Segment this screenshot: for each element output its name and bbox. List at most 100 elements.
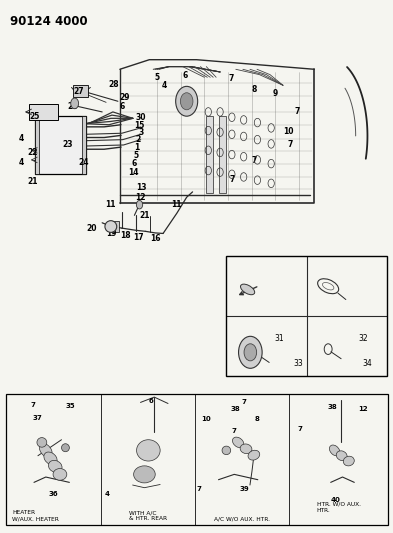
Text: 32: 32 (359, 334, 368, 343)
Text: 10: 10 (284, 127, 294, 136)
Ellipse shape (61, 443, 70, 452)
Text: 4: 4 (18, 158, 24, 167)
Text: 37: 37 (33, 415, 42, 422)
Text: 4: 4 (18, 134, 24, 143)
Text: 28: 28 (108, 80, 119, 88)
Bar (35, 116, 39, 174)
Text: 11: 11 (172, 200, 182, 208)
Bar (219, 116, 226, 193)
Text: 90124 4000: 90124 4000 (10, 15, 88, 28)
Text: 6: 6 (149, 398, 154, 404)
Text: 31: 31 (274, 334, 284, 343)
Text: 15: 15 (134, 121, 145, 130)
Bar (206, 116, 213, 193)
Text: 19: 19 (107, 229, 117, 238)
Text: 7: 7 (294, 108, 299, 116)
Text: 18: 18 (119, 231, 130, 240)
Text: 25: 25 (29, 112, 39, 120)
Text: 35: 35 (65, 403, 75, 409)
Text: 33: 33 (294, 359, 303, 368)
Bar (73, 85, 88, 97)
Text: 12: 12 (358, 406, 368, 413)
Ellipse shape (44, 452, 57, 465)
Bar (35, 116, 86, 174)
Text: 7: 7 (241, 399, 246, 406)
Text: 7: 7 (252, 157, 257, 165)
Text: 2: 2 (136, 135, 141, 144)
Text: 4: 4 (105, 490, 109, 497)
Text: 20: 20 (87, 224, 97, 232)
Text: 1: 1 (134, 143, 140, 152)
Circle shape (136, 200, 143, 209)
Ellipse shape (105, 221, 117, 232)
Text: 17: 17 (133, 233, 144, 241)
Text: A/C W/O AUX. HTR.: A/C W/O AUX. HTR. (214, 516, 270, 521)
Bar (6, 394, 388, 525)
Text: HTR. W/O AUX.
HTR.: HTR. W/O AUX. HTR. (317, 502, 361, 513)
Text: 5: 5 (154, 73, 160, 82)
Ellipse shape (241, 284, 255, 295)
Circle shape (239, 336, 262, 368)
Text: 12: 12 (136, 193, 146, 201)
Text: 4: 4 (162, 81, 167, 90)
Text: 39: 39 (240, 486, 249, 492)
Ellipse shape (233, 437, 244, 448)
Ellipse shape (37, 438, 47, 447)
Circle shape (244, 344, 257, 361)
Text: 3: 3 (138, 128, 143, 136)
Text: 26: 26 (68, 102, 78, 111)
Circle shape (71, 98, 79, 109)
Bar (82, 116, 86, 174)
Text: HEATER
W/AUX. HEATER: HEATER W/AUX. HEATER (12, 511, 59, 521)
Ellipse shape (39, 443, 52, 457)
Text: 30: 30 (136, 113, 146, 122)
Text: 38: 38 (327, 403, 337, 410)
Text: 7: 7 (230, 175, 235, 184)
Text: 7: 7 (231, 427, 236, 434)
Text: 8: 8 (252, 85, 257, 93)
Text: 21: 21 (140, 211, 150, 220)
Text: 8: 8 (255, 416, 259, 423)
Ellipse shape (240, 444, 252, 454)
Text: 38: 38 (231, 406, 241, 413)
Text: 36: 36 (48, 490, 58, 497)
Bar (226, 256, 387, 376)
Text: 7: 7 (228, 75, 234, 83)
Text: 24: 24 (78, 158, 88, 166)
Text: 23: 23 (62, 141, 73, 149)
Text: 16: 16 (150, 234, 160, 243)
Text: 13: 13 (136, 183, 147, 192)
Text: 10: 10 (202, 416, 211, 423)
Text: 7: 7 (287, 141, 293, 149)
Text: WITH A/C
& HTR. REAR: WITH A/C & HTR. REAR (129, 511, 168, 521)
Bar (111, 221, 119, 232)
Text: 6: 6 (132, 159, 137, 168)
Text: 7: 7 (298, 426, 302, 432)
Text: 27: 27 (73, 87, 84, 96)
Text: 14: 14 (129, 168, 139, 177)
Ellipse shape (329, 445, 340, 456)
Text: 6: 6 (120, 102, 125, 111)
Text: 34: 34 (363, 359, 372, 368)
Text: 21: 21 (28, 177, 38, 185)
Ellipse shape (248, 450, 260, 460)
Text: 9: 9 (272, 90, 278, 98)
Bar (29, 104, 58, 120)
Ellipse shape (134, 466, 155, 483)
Ellipse shape (137, 440, 160, 461)
Ellipse shape (222, 446, 231, 455)
Text: 29: 29 (119, 93, 129, 101)
Text: 7: 7 (31, 402, 36, 408)
Text: 5: 5 (133, 151, 138, 160)
Text: 40: 40 (331, 497, 341, 503)
Ellipse shape (48, 461, 62, 472)
Text: 7: 7 (197, 486, 202, 492)
Ellipse shape (343, 456, 354, 466)
Circle shape (176, 86, 198, 116)
Ellipse shape (336, 451, 347, 461)
Text: 22: 22 (28, 148, 38, 157)
Text: 6: 6 (183, 71, 188, 80)
Text: 11: 11 (106, 200, 116, 208)
Ellipse shape (53, 469, 67, 480)
Circle shape (180, 93, 193, 110)
